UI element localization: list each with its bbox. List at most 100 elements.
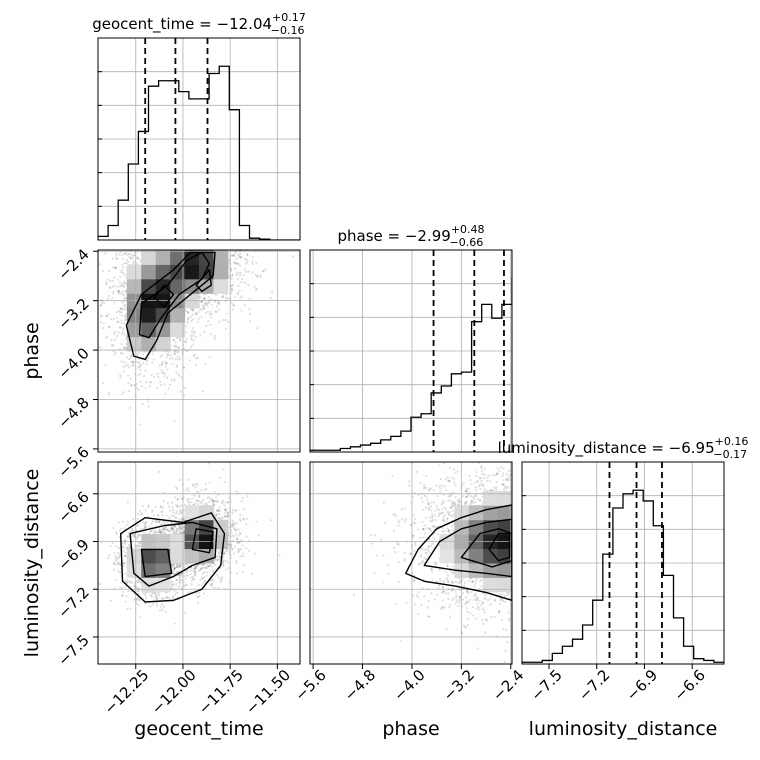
scatter-point [135, 262, 139, 265]
scatter-point [210, 312, 213, 316]
scatter-point [205, 571, 208, 574]
scatter-point [99, 304, 103, 307]
scatter-point [242, 563, 245, 566]
scatter-point [114, 563, 117, 566]
scatter-point [123, 294, 126, 297]
scatter-point [210, 497, 213, 501]
scatter-point [117, 546, 121, 549]
scatter-point [193, 572, 196, 575]
scatter-point [198, 594, 201, 598]
scatter-point [171, 563, 174, 567]
scatter-point [131, 364, 134, 367]
scatter-point [224, 514, 228, 518]
scatter-point [208, 500, 211, 503]
scatter-point [233, 527, 236, 531]
scatter-point [170, 527, 173, 530]
scatter-point [118, 563, 122, 566]
scatter-point [144, 509, 147, 512]
scatter-point [178, 584, 181, 587]
scatter-point [105, 281, 108, 284]
scatter-point [160, 354, 164, 357]
scatter-point [238, 289, 241, 292]
scatter-point [137, 603, 140, 606]
scatter-point [171, 527, 175, 530]
scatter-point [211, 498, 214, 501]
scatter-point [172, 511, 175, 514]
scatter-point [222, 564, 225, 568]
scatter-point [222, 560, 225, 563]
scatter-point [186, 574, 189, 577]
scatter-point [137, 535, 140, 538]
scatter-point [132, 517, 135, 521]
scatter-point [161, 608, 164, 611]
scatter-point [245, 270, 248, 273]
scatter-point [143, 374, 146, 378]
scatter-point [213, 335, 216, 338]
scatter-point [137, 598, 141, 601]
scatter-point [178, 505, 181, 508]
scatter-point [171, 362, 174, 366]
scatter-point [124, 600, 127, 603]
scatter-point [121, 331, 124, 334]
scatter-point [128, 255, 131, 259]
scatter-point [230, 301, 233, 305]
scatter-point [224, 327, 228, 331]
scatter-point [149, 381, 152, 384]
scatter-point [197, 310, 201, 314]
scatter-point [215, 293, 218, 296]
scatter-point [117, 562, 120, 565]
scatter-point [113, 301, 116, 304]
scatter-point [139, 372, 142, 375]
scatter-point [158, 528, 162, 531]
scatter-point [212, 500, 215, 503]
scatter-point [199, 568, 202, 571]
scatter-point [149, 529, 152, 533]
scatter-point [175, 510, 178, 513]
scatter-point [176, 591, 179, 595]
scatter-point [149, 594, 152, 597]
scatter-point [139, 513, 143, 516]
scatter-point [230, 291, 233, 294]
scatter-point [227, 511, 230, 514]
scatter-point [175, 336, 178, 339]
scatter-point [177, 373, 180, 376]
scatter-point [145, 359, 148, 362]
scatter-point [178, 518, 181, 521]
scatter-point [218, 320, 221, 323]
scatter-point [192, 484, 195, 487]
scatter-point [179, 336, 182, 340]
scatter-point [226, 312, 229, 315]
scatter-point [176, 578, 179, 582]
scatter-point [117, 331, 120, 334]
scatter-point [269, 296, 273, 300]
scatter-point [213, 490, 216, 493]
scatter-point [202, 581, 205, 585]
scatter-point [259, 274, 262, 277]
scatter-point [196, 483, 199, 486]
scatter-point [192, 578, 195, 581]
scatter-point [179, 564, 182, 567]
scatter-point [215, 512, 218, 516]
scatter-point [159, 530, 162, 533]
scatter-point [206, 305, 209, 308]
scatter-point [122, 370, 126, 373]
scatter-point [158, 520, 161, 523]
scatter-point [113, 276, 116, 279]
scatter-point [248, 320, 251, 323]
scatter-point [102, 382, 105, 385]
scatter-point [190, 500, 193, 504]
scatter-point [185, 563, 189, 567]
scatter-point [217, 550, 220, 554]
scatter-point [170, 583, 173, 586]
scatter-point [218, 549, 221, 552]
scatter-point [213, 499, 216, 503]
scatter-point [101, 269, 105, 273]
scatter-point [196, 356, 199, 359]
scatter-point [262, 270, 265, 273]
scatter-point [201, 577, 204, 580]
scatter-point [212, 502, 215, 505]
scatter-point [187, 497, 191, 500]
scatter-point [120, 527, 123, 530]
scatter-point [184, 331, 188, 334]
